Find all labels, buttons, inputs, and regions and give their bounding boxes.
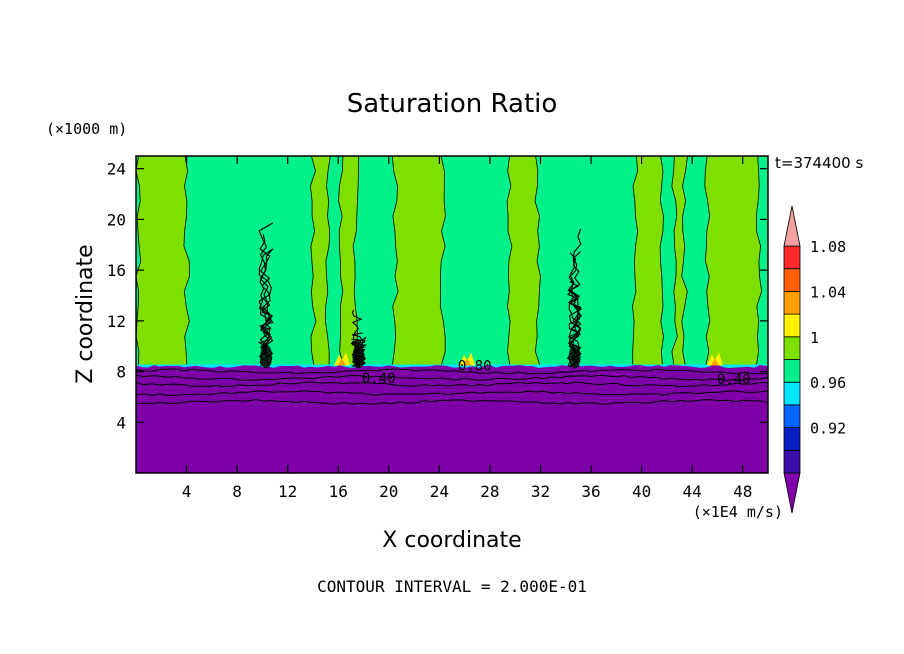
y-tick-label-5: 24: [107, 160, 126, 179]
contour-label-0: 0.40: [362, 371, 396, 387]
cloud-contour-0-3: [257, 305, 274, 367]
colorbar-label-1: 0.96: [810, 374, 846, 392]
x-tick-label-6: 28: [480, 482, 499, 501]
warm-spot-core-2: [710, 358, 719, 366]
colorbar-swatch-0: [783, 449, 801, 474]
cloud-contour-0-4: [258, 222, 274, 367]
dry-contour-3: [135, 390, 769, 397]
dry-contour-0: [135, 368, 769, 375]
x-tick-label-0: 4: [182, 482, 192, 501]
dry-layer-region: [136, 365, 768, 473]
y-axis: 4 8 12 16 20 24: [107, 160, 768, 432]
contour-labels: 0.40 0.80 0.40: [362, 358, 751, 388]
colorbar-swatch-3: [783, 381, 801, 406]
x-unit-label: (×1E4 m/s): [693, 503, 783, 521]
supersaturated-band-4: [506, 155, 541, 368]
cloud-contour-2-5: [568, 228, 582, 367]
colorbar-swatch-9: [783, 245, 801, 270]
colorbar-label-4: 1.08: [810, 238, 846, 256]
x-tick-label-4: 20: [379, 482, 398, 501]
x-tick-label-2: 12: [278, 482, 297, 501]
y-tick-label-3: 16: [107, 261, 126, 280]
cloud-core-1: [352, 344, 365, 369]
warm-spot-core-1: [463, 358, 472, 366]
plot-frame: [135, 155, 769, 474]
colorbar-swatch-2: [783, 404, 801, 428]
contour-label-1: 0.80: [458, 358, 492, 374]
supersaturated-band-0: [135, 155, 190, 368]
y-tick-label-1: 8: [116, 363, 126, 382]
x-tick-label-8: 36: [581, 482, 600, 501]
contour-lines: [135, 222, 769, 405]
cloud-core-0: [260, 344, 273, 369]
y-tick-label-4: 20: [107, 210, 126, 229]
colorbar-swatch-4: [783, 359, 801, 383]
dry-contour-4: [135, 398, 769, 405]
contour-interval-note: CONTOUR INTERVAL = 2.000E-01: [317, 577, 587, 596]
y-unit-label: (×1000 m): [46, 120, 127, 138]
colorbar-label-3: 1.04: [810, 283, 846, 301]
colorbar-max-arrow: [783, 205, 801, 247]
colorbar-swatch-8: [783, 268, 801, 292]
x-tick-label-9: 40: [632, 482, 651, 501]
warm-spot-core-0: [338, 358, 347, 366]
colorbar: 0.92 0.96 1 1.04 1.08: [783, 205, 846, 514]
colorbar-swatch-7: [783, 290, 801, 315]
x-axis-label: X coordinate: [382, 528, 521, 553]
warm-spot-1: [459, 352, 476, 366]
time-label: t=374400 s: [775, 154, 863, 172]
x-tick-label-11: 48: [733, 482, 752, 501]
dry-contour-1: [135, 374, 769, 381]
dry-contour-2: [135, 381, 769, 388]
x-tick-label-3: 16: [329, 482, 348, 501]
colorbar-min-arrow: [783, 472, 801, 514]
colorbar-label-0: 0.92: [810, 420, 846, 438]
colorbar-swatch-6: [783, 313, 801, 338]
cloud-core-2: [568, 344, 581, 369]
x-tick-label-7: 32: [531, 482, 550, 501]
y-axis-label: Z coordinate: [73, 244, 98, 383]
y-tick-label-2: 12: [107, 312, 126, 331]
contour-label-2: 0.40: [717, 372, 751, 388]
supersaturated-band-5: [632, 155, 664, 367]
colorbar-swatch-1: [783, 427, 801, 451]
colorbar-label-2: 1: [810, 329, 819, 347]
x-axis: 4 8 12 16 20 24 28 32 36 40 44 48: [182, 156, 752, 501]
supersaturated-band-7: [704, 155, 763, 367]
warm-spot-2: [706, 352, 723, 366]
y-tick-label-0: 4: [116, 413, 126, 432]
transition-fringe: [136, 364, 768, 368]
warm-spot-0: [334, 352, 351, 366]
x-tick-label-10: 44: [683, 482, 702, 501]
x-tick-label-5: 24: [430, 482, 449, 501]
x-tick-label-1: 8: [232, 482, 242, 501]
plot-area: [135, 155, 768, 473]
supersaturated-band-3: [391, 155, 446, 367]
chart-title: Saturation Ratio: [347, 89, 558, 119]
colorbar-swatch-5: [783, 336, 801, 360]
